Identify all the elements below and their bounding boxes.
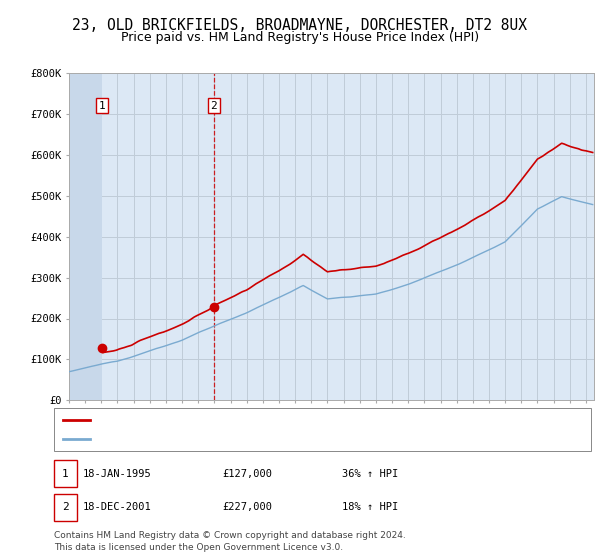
Text: 18% ↑ HPI: 18% ↑ HPI: [342, 502, 398, 512]
Text: Price paid vs. HM Land Registry's House Price Index (HPI): Price paid vs. HM Land Registry's House …: [121, 31, 479, 44]
Text: 23, OLD BRICKFIELDS, BROADMAYNE, DORCHESTER, DT2 8UX (detached house): 23, OLD BRICKFIELDS, BROADMAYNE, DORCHES…: [96, 415, 527, 424]
Text: 1: 1: [62, 469, 69, 479]
Text: 18-JAN-1995: 18-JAN-1995: [83, 469, 152, 479]
Text: £127,000: £127,000: [222, 469, 272, 479]
Text: 2: 2: [211, 101, 217, 110]
Text: Contains HM Land Registry data © Crown copyright and database right 2024.
This d: Contains HM Land Registry data © Crown c…: [54, 531, 406, 552]
Bar: [69, 73, 102, 400]
Text: 18-DEC-2001: 18-DEC-2001: [83, 502, 152, 512]
Text: 36% ↑ HPI: 36% ↑ HPI: [342, 469, 398, 479]
Text: 1: 1: [99, 101, 106, 110]
Text: 2: 2: [62, 502, 69, 512]
Text: £227,000: £227,000: [222, 502, 272, 512]
Text: HPI: Average price, detached house, Dorset: HPI: Average price, detached house, Dors…: [96, 435, 359, 444]
Text: 23, OLD BRICKFIELDS, BROADMAYNE, DORCHESTER, DT2 8UX: 23, OLD BRICKFIELDS, BROADMAYNE, DORCHES…: [73, 18, 527, 33]
